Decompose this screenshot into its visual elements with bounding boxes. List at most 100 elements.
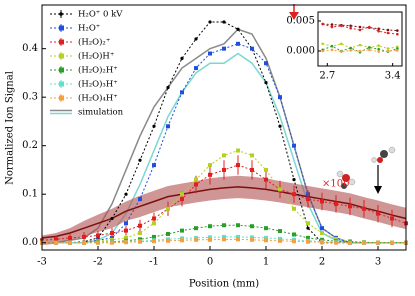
marker (396, 49, 399, 52)
marker (320, 226, 324, 231)
marker (236, 234, 240, 239)
marker (82, 240, 86, 245)
series-line (322, 23, 398, 35)
marker (320, 240, 324, 245)
marker (152, 124, 156, 128)
marker (208, 237, 212, 242)
inset-y-tick-label: 0.005 (286, 16, 315, 27)
marker (138, 231, 142, 236)
marker (358, 43, 362, 47)
marker (264, 61, 268, 66)
marker (124, 235, 128, 240)
marker (236, 163, 240, 168)
marker (377, 27, 380, 31)
marker (166, 206, 170, 211)
marker (278, 187, 282, 192)
marker (110, 231, 114, 236)
marker (377, 44, 380, 47)
molecule-icon (336, 146, 396, 189)
marker (68, 235, 72, 240)
marker (138, 197, 142, 202)
marker (208, 20, 212, 24)
marker (264, 226, 268, 231)
marker (320, 199, 324, 204)
marker (348, 204, 352, 209)
marker (330, 48, 334, 52)
marker (222, 20, 226, 24)
y-axis-label: Normalized Ion Signal (5, 71, 16, 185)
marker (292, 178, 296, 182)
marker (390, 216, 394, 221)
y-tick-label: 0.1 (22, 189, 38, 200)
marker (250, 153, 254, 158)
marker (376, 211, 380, 216)
marker (377, 29, 380, 33)
marker (236, 27, 240, 31)
marker (194, 182, 198, 187)
legend-label: (H₂O)₂H⁺ (78, 65, 118, 76)
marker (236, 237, 240, 242)
marker (292, 239, 296, 244)
marker (180, 90, 184, 95)
marker (152, 163, 156, 168)
marker (306, 235, 310, 240)
marker (152, 216, 156, 221)
marker (330, 25, 334, 29)
y-tick-label: 0.2 (22, 140, 38, 151)
legend-label: H₂O⁺ (78, 24, 100, 34)
marker (124, 221, 128, 226)
marker (330, 44, 334, 48)
marker (306, 239, 310, 244)
marker (278, 229, 282, 234)
marker (278, 124, 282, 128)
marker (250, 46, 254, 51)
legend-label: H₂O⁺ 0 kV (78, 10, 123, 20)
marker (96, 233, 100, 238)
legend-label: (H₂O)₂⁺ (78, 37, 110, 48)
marker (166, 85, 170, 90)
simulation-line (42, 52, 406, 244)
marker (340, 24, 343, 28)
marker (124, 192, 128, 196)
marker (208, 224, 212, 229)
marker (292, 143, 296, 148)
inset-y-tick-label: 0.000 (286, 46, 315, 57)
marker (362, 206, 366, 211)
series-line (42, 238, 406, 244)
legend-label: (H₂O)₄H⁺ (78, 93, 118, 104)
marker (386, 28, 390, 32)
marker (110, 240, 114, 245)
marker (321, 49, 324, 53)
marker (376, 240, 380, 245)
marker (377, 47, 380, 51)
marker (222, 167, 226, 172)
marker (349, 46, 352, 50)
marker (236, 41, 240, 46)
marker (390, 240, 394, 245)
marker (222, 153, 226, 158)
marker (320, 231, 324, 236)
series-line (322, 43, 398, 50)
marker (377, 50, 380, 53)
marker (166, 238, 170, 243)
marker (330, 23, 334, 26)
marker (340, 42, 343, 46)
marker (321, 42, 324, 46)
inset-background (318, 12, 402, 66)
marker (386, 31, 390, 35)
legend-label: simulation (78, 108, 124, 118)
x-tick-label: 0 (207, 257, 213, 268)
marker (368, 25, 371, 29)
marker (180, 238, 184, 243)
plot-frame (41, 4, 407, 251)
marker (124, 240, 128, 245)
marker (349, 26, 352, 30)
marker (340, 50, 343, 53)
marker (348, 240, 352, 245)
marker (264, 238, 268, 243)
marker (292, 192, 296, 197)
marker (194, 237, 198, 242)
marker (292, 232, 296, 237)
marker (250, 237, 254, 242)
